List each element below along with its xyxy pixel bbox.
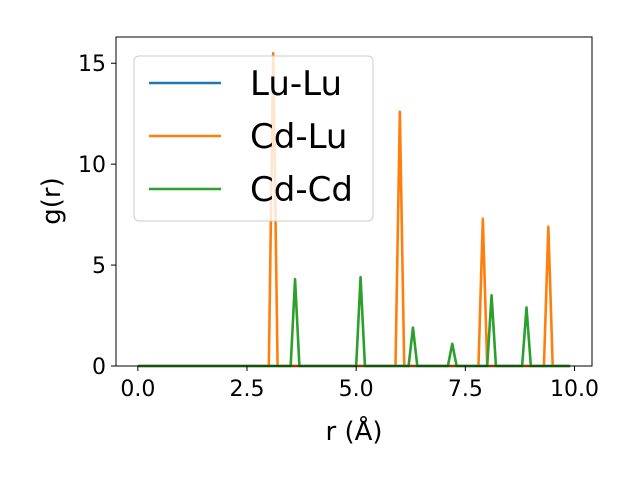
legend-label: Lu-Lu (250, 64, 342, 104)
x-tick-label: 0.0 (120, 377, 155, 402)
plot-frame (115, 36, 593, 367)
y-tick-label: 15 (78, 52, 106, 77)
x-tick-label: 7.5 (448, 377, 483, 402)
x-axis: 0.0 2.5 5.0 7.5 10.0 (120, 366, 599, 402)
series-line-cd-cd (137, 275, 571, 368)
x-tick-label: 5.0 (339, 377, 374, 402)
y-tick-label: 0 (92, 355, 106, 380)
legend-box (133, 55, 374, 222)
x-tick-label: 2.5 (230, 377, 265, 402)
x-axis-label: r (Å) (325, 415, 382, 447)
y-axis: 0 5 10 15 (78, 52, 116, 380)
legend-label: Cd-Lu (250, 117, 347, 157)
y-tick-label: 5 (92, 254, 106, 279)
y-tick-label: 10 (78, 153, 106, 178)
y-axis-label: g(r) (37, 177, 67, 224)
x-tick-label: 10.0 (550, 377, 599, 402)
legend-label: Cd-Cd (250, 170, 353, 210)
legend: Lu-Lu Cd-Lu Cd-Cd (133, 55, 374, 222)
